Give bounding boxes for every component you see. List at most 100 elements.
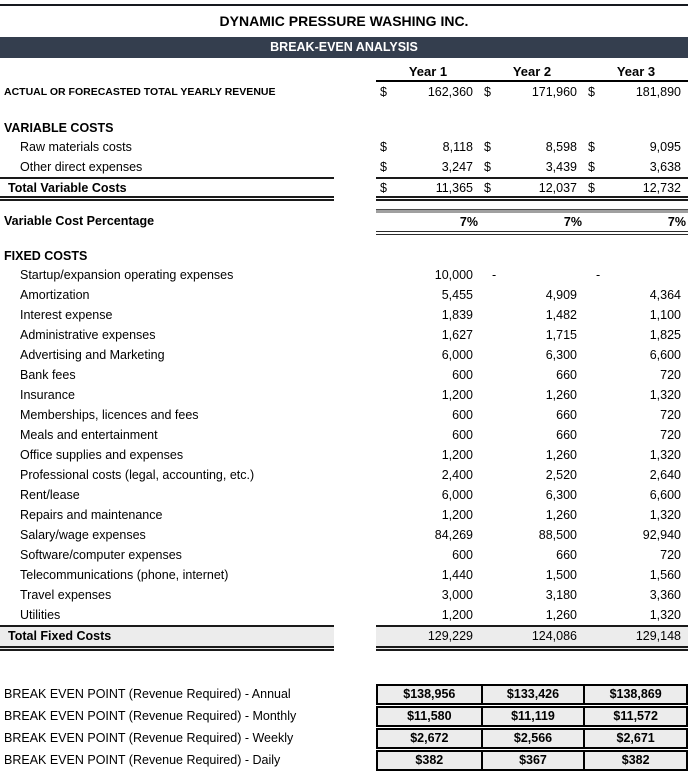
value-cell: 1,200 xyxy=(441,448,473,462)
row-label: Other direct expenses xyxy=(20,160,143,174)
currency-symbol: $ xyxy=(484,160,491,174)
row-label: Startup/expansion operating expenses xyxy=(20,268,234,282)
break-even-row: BREAK EVEN POINT (Revenue Required) - Mo… xyxy=(0,706,688,727)
row-label: Variable Cost Percentage xyxy=(4,214,155,228)
variable-cost-percentage-row: Variable Cost Percentage 7% 7% 7% xyxy=(0,209,688,235)
column-header-year3: Year 3 xyxy=(584,58,688,82)
total-values: 129,229 124,086 129,148 xyxy=(376,625,688,651)
fixed-costs-rows: Startup/expansion operating expenses 10,0… xyxy=(0,265,688,625)
row-label: Amortization xyxy=(20,288,90,302)
row-label: BREAK EVEN POINT (Revenue Required) - Mo… xyxy=(4,709,297,723)
row-label: Travel expenses xyxy=(20,588,112,602)
value-cell: $ 11,365 xyxy=(380,181,473,195)
value-cell: 1,839 xyxy=(441,308,473,322)
value-cell: $138,869 xyxy=(583,686,686,703)
company-title: DYNAMIC PRESSURE WASHING INC. xyxy=(219,13,469,29)
column-header-row: Year 1 Year 2 Year 3 xyxy=(0,58,688,82)
column-header-year2: Year 2 xyxy=(480,58,584,82)
break-even-row: BREAK EVEN POINT (Revenue Required) - We… xyxy=(0,728,688,749)
currency-symbol: $ xyxy=(380,140,387,154)
value-cell: 720 xyxy=(660,408,681,422)
value-cell: $382 xyxy=(415,753,444,767)
value-cell: 1,260 xyxy=(545,448,577,462)
value-cell: 7% xyxy=(563,215,582,229)
value-cell: 660 xyxy=(556,428,577,442)
currency-symbol: $ xyxy=(484,181,491,195)
value-cell: 660 xyxy=(556,548,577,562)
row-label: Rent/lease xyxy=(20,488,80,502)
value-cell: 7% xyxy=(667,215,686,229)
table-row: Repairs and maintenance 1,200 1,260 1,320 xyxy=(0,505,688,525)
row-label: Utilities xyxy=(20,608,61,622)
table-row: Utilities 1,200 1,260 1,320 xyxy=(0,605,688,625)
table-row: Interest expense 1,839 1,482 1,100 xyxy=(0,305,688,325)
value-cell: 1,320 xyxy=(649,448,681,462)
value-cell: 1,320 xyxy=(649,508,681,522)
value-cell: 6,000 xyxy=(441,488,473,502)
currency-symbol: $ xyxy=(380,160,387,174)
value-cell: $11,572 xyxy=(583,708,686,725)
value-cell: 2,400 xyxy=(441,468,473,482)
value-cell: $133,426 xyxy=(480,686,584,703)
table-row: Raw materials costs $8,118 $8,598 $9,095 xyxy=(0,137,688,157)
table-row: Telecommunications (phone, internet) 1,44… xyxy=(0,565,688,585)
currency-symbol: $ xyxy=(588,85,595,99)
value-cell: 1,825 xyxy=(649,328,681,342)
value-cell: - xyxy=(596,268,601,282)
row-label: Bank fees xyxy=(20,368,76,382)
value-cell: $ 181,890 xyxy=(584,82,688,102)
value-cell: 720 xyxy=(660,548,681,562)
table-row: Bank fees 600 660 720 xyxy=(0,365,688,385)
currency-symbol: $ xyxy=(380,181,387,195)
value-cell: 720 xyxy=(660,428,681,442)
value-cell: $8,598 xyxy=(480,137,584,157)
fixed-costs-section-header: FIXED COSTS xyxy=(0,247,688,265)
row-label: Software/computer expenses xyxy=(20,548,182,562)
currency-symbol: $ xyxy=(380,85,387,99)
value-cell: 660 xyxy=(556,408,577,422)
value-cell: 1,560 xyxy=(649,568,681,582)
revenue-row: ACTUAL OR FORECASTED TOTAL YEARLY REVENU… xyxy=(0,82,688,102)
section-title: FIXED COSTS xyxy=(4,249,88,263)
value-cell: 1,260 xyxy=(545,388,577,402)
value-cell: 1,482 xyxy=(545,308,577,322)
row-label: BREAK EVEN POINT (Revenue Required) - Da… xyxy=(4,753,281,767)
value-cell: 84,269 xyxy=(434,528,473,542)
currency-symbol: $ xyxy=(588,160,595,174)
value-cell: 6,300 xyxy=(545,348,577,362)
value-cell: 6,600 xyxy=(649,488,681,502)
value-cell: 1,440 xyxy=(441,568,473,582)
value-cell: 720 xyxy=(660,368,681,382)
row-label: Total Variable Costs xyxy=(0,177,334,201)
value-cell: 88,500 xyxy=(538,528,577,542)
value-cell: $367 xyxy=(480,752,584,769)
row-label: BREAK EVEN POINT (Revenue Required) - We… xyxy=(4,731,294,745)
break-even-values: $382 $367 $382 xyxy=(376,750,688,771)
value-cell: 600 xyxy=(452,408,473,422)
value-cell: $11,119 xyxy=(480,708,584,725)
value-cell: 1,500 xyxy=(545,568,577,582)
break-even-row: BREAK EVEN POINT (Revenue Required) - An… xyxy=(0,684,688,705)
value-cell: 600 xyxy=(452,548,473,562)
value-cell: 1,260 xyxy=(545,608,577,622)
table-row: Salary/wage expenses 84,269 88,500 92,940 xyxy=(0,525,688,545)
value-cell: $ 12,732 xyxy=(588,181,681,195)
value-cell: 1,260 xyxy=(545,508,577,522)
break-even-row: BREAK EVEN POINT (Revenue Required) - Da… xyxy=(0,750,688,771)
value-cell: 1,715 xyxy=(545,328,577,342)
row-label: Telecommunications (phone, internet) xyxy=(20,568,229,582)
value-cell: 2,520 xyxy=(545,468,577,482)
total-values: $ 11,365 $ 12,037 $ 12,732 xyxy=(376,177,688,201)
value-cell: $3,439 xyxy=(480,157,584,177)
table-row: Meals and entertainment 600 660 720 xyxy=(0,425,688,445)
value-cell: $3,638 xyxy=(584,157,688,177)
currency-symbol: $ xyxy=(588,140,595,154)
row-label: Interest expense xyxy=(20,308,113,322)
row-label: Repairs and maintenance xyxy=(20,508,163,522)
table-row: Software/computer expenses 600 660 720 xyxy=(0,545,688,565)
section-title: VARIABLE COSTS xyxy=(4,121,114,135)
report-title-banner: BREAK-EVEN ANALYSIS xyxy=(0,37,688,58)
value-cell: $ 12,037 xyxy=(484,181,577,195)
table-row: Administrative expenses 1,627 1,715 1,825 xyxy=(0,325,688,345)
value-cell: 92,940 xyxy=(642,528,681,542)
